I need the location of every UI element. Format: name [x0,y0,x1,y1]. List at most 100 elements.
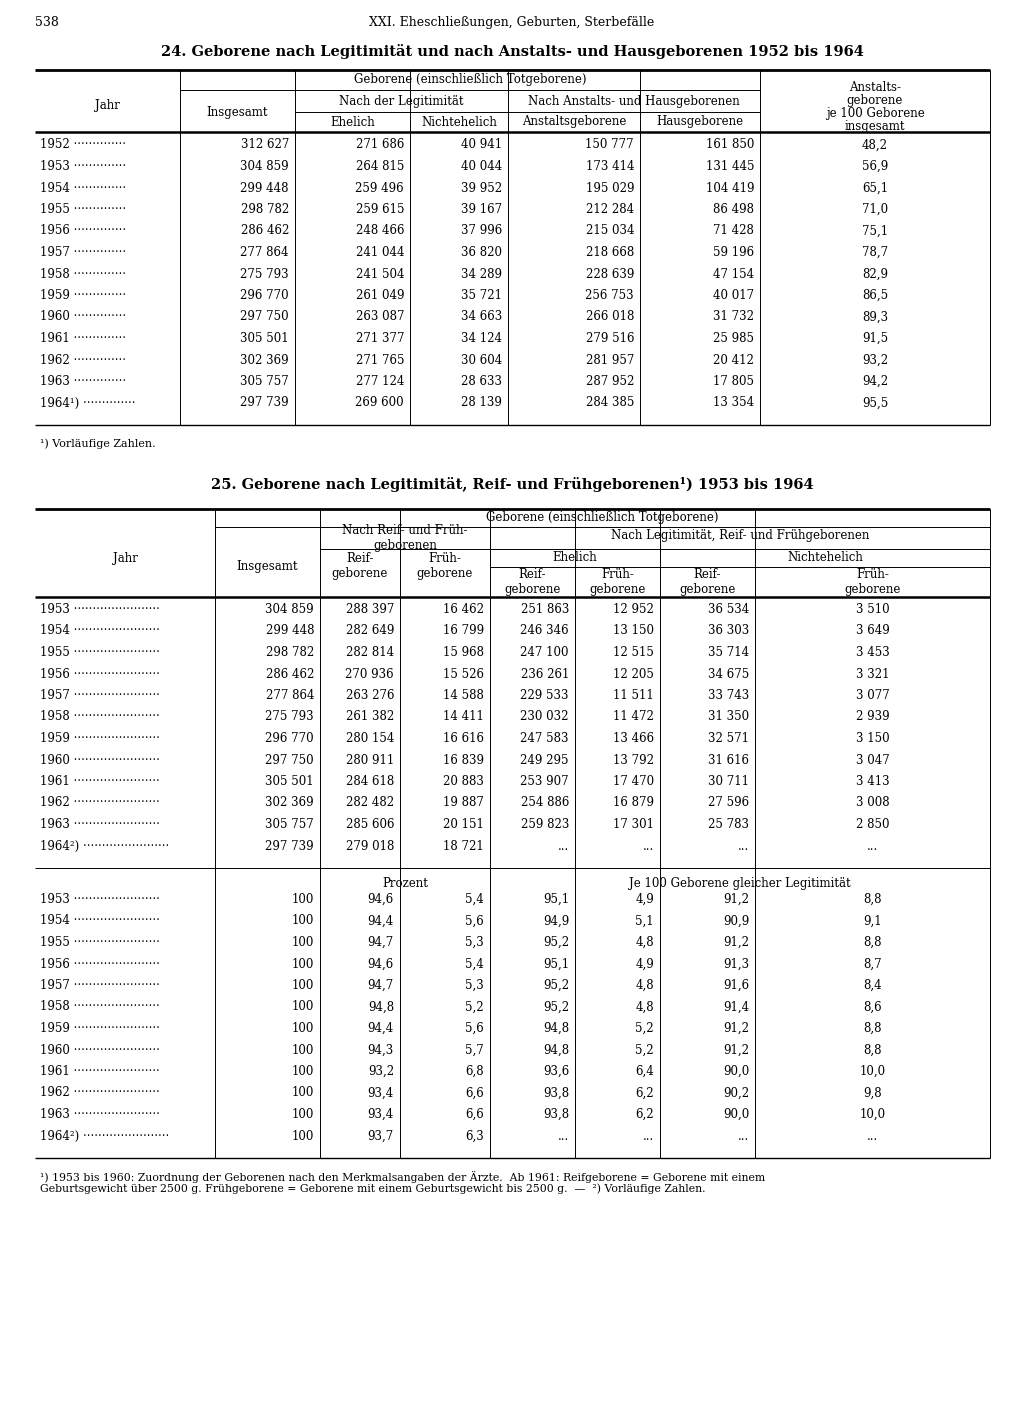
Text: 6,4: 6,4 [635,1065,654,1077]
Text: 11 472: 11 472 [613,711,654,723]
Text: 90,9: 90,9 [723,915,749,928]
Text: Ehelich: Ehelich [330,116,375,128]
Text: 17 470: 17 470 [613,775,654,788]
Text: 1958 ··············: 1958 ·············· [40,267,126,281]
Text: 93,4: 93,4 [368,1107,394,1122]
Text: 261 049: 261 049 [355,290,404,303]
Text: 25 985: 25 985 [713,332,754,345]
Text: 1964²) ·······················: 1964²) ······················· [40,839,169,852]
Text: 100: 100 [292,1107,314,1122]
Text: 19 887: 19 887 [443,796,484,809]
Text: Nach der Legitimität: Nach der Legitimität [339,94,464,107]
Text: 282 649: 282 649 [346,625,394,638]
Text: 1962 ·······················: 1962 ······················· [40,796,160,809]
Text: 28 633: 28 633 [461,375,502,388]
Text: 1953 ·······················: 1953 ······················· [40,604,160,616]
Text: 286 462: 286 462 [241,224,289,237]
Text: 4,9: 4,9 [635,893,654,906]
Text: 298 782: 298 782 [241,203,289,215]
Text: Geborene (einschließlich Totgeborene): Geborene (einschließlich Totgeborene) [486,511,719,524]
Text: 1961 ·······················: 1961 ······················· [40,1065,160,1077]
Text: Geburtsgewicht über 2500 g. Frühgeborene = Geborene mit einem Geburtsgewicht bis: Geburtsgewicht über 2500 g. Frühgeborene… [40,1183,706,1194]
Text: 1964¹) ··············: 1964¹) ·············· [40,397,135,410]
Text: 15 526: 15 526 [443,668,484,681]
Text: 1954 ·······················: 1954 ······················· [40,625,160,638]
Text: 32 571: 32 571 [708,732,749,745]
Text: 302 369: 302 369 [265,796,314,809]
Text: Früh-
geborene: Früh- geborene [845,568,901,595]
Text: 40 017: 40 017 [713,290,754,303]
Text: 3 008: 3 008 [856,796,889,809]
Text: 94,2: 94,2 [862,375,888,388]
Text: 215 034: 215 034 [586,224,634,237]
Text: 94,8: 94,8 [368,1000,394,1013]
Text: ...: ... [867,1130,879,1143]
Text: 195 029: 195 029 [586,181,634,194]
Text: 1962 ··············: 1962 ·············· [40,354,126,367]
Text: 1957 ·······················: 1957 ······················· [40,979,160,992]
Text: Reif-
geborene: Reif- geborene [504,568,561,595]
Text: 91,2: 91,2 [723,1022,749,1035]
Text: ...: ... [737,1130,749,1143]
Text: Je 100 Geborene gleicher Legitimität: Je 100 Geborene gleicher Legitimität [629,878,851,890]
Text: 279 018: 279 018 [346,839,394,852]
Text: 2 939: 2 939 [856,711,889,723]
Text: Nach Anstalts- und Hausgeborenen: Nach Anstalts- und Hausgeborenen [528,94,740,107]
Text: 263 276: 263 276 [345,689,394,702]
Text: 82,9: 82,9 [862,267,888,281]
Text: 5,2: 5,2 [465,1000,484,1013]
Text: 1952 ··············: 1952 ·············· [40,138,126,151]
Text: 259 496: 259 496 [355,181,404,194]
Text: 12 515: 12 515 [613,646,654,659]
Text: 228 639: 228 639 [586,267,634,281]
Text: 3 510: 3 510 [856,604,889,616]
Text: 288 397: 288 397 [346,604,394,616]
Text: 305 757: 305 757 [241,375,289,388]
Text: 34 675: 34 675 [708,668,749,681]
Text: 13 466: 13 466 [613,732,654,745]
Text: insgesamt: insgesamt [845,120,905,133]
Text: 263 087: 263 087 [355,311,404,324]
Text: 264 815: 264 815 [355,160,404,173]
Text: 1956 ·······················: 1956 ······················· [40,958,160,970]
Text: 241 044: 241 044 [355,245,404,258]
Text: 287 952: 287 952 [586,375,634,388]
Text: 5,6: 5,6 [465,915,484,928]
Text: Insgesamt: Insgesamt [207,107,268,120]
Text: 94,3: 94,3 [368,1043,394,1056]
Text: 6,3: 6,3 [465,1130,484,1143]
Text: 56,9: 56,9 [862,160,888,173]
Text: 93,2: 93,2 [862,354,888,367]
Text: 1963 ··············: 1963 ·············· [40,375,126,388]
Text: 94,6: 94,6 [368,893,394,906]
Text: 1961 ··············: 1961 ·············· [40,332,126,345]
Text: 1959 ·······················: 1959 ······················· [40,1022,160,1035]
Text: 34 124: 34 124 [461,332,502,345]
Text: 16 616: 16 616 [443,732,484,745]
Text: 100: 100 [292,1130,314,1143]
Text: 91,6: 91,6 [723,979,749,992]
Text: 299 448: 299 448 [265,625,314,638]
Text: 1960 ·······················: 1960 ······················· [40,753,160,766]
Text: ...: ... [643,1130,654,1143]
Text: 5,4: 5,4 [465,958,484,970]
Text: 34 289: 34 289 [461,267,502,281]
Text: 251 863: 251 863 [520,604,569,616]
Text: 91,3: 91,3 [723,958,749,970]
Text: 3 321: 3 321 [856,668,889,681]
Text: 71 428: 71 428 [713,224,754,237]
Text: 8,4: 8,4 [863,979,882,992]
Text: 297 739: 297 739 [241,397,289,410]
Text: 279 516: 279 516 [586,332,634,345]
Text: Reif-
geborene: Reif- geborene [332,552,388,581]
Text: 241 504: 241 504 [355,267,404,281]
Text: 270 936: 270 936 [345,668,394,681]
Text: 1959 ·······················: 1959 ······················· [40,732,160,745]
Text: 249 295: 249 295 [520,753,569,766]
Text: 91,2: 91,2 [723,936,749,949]
Text: 15 968: 15 968 [443,646,484,659]
Text: 275 793: 275 793 [265,711,314,723]
Text: 277 864: 277 864 [265,689,314,702]
Text: 1957 ··············: 1957 ·············· [40,245,126,258]
Text: 93,4: 93,4 [368,1086,394,1099]
